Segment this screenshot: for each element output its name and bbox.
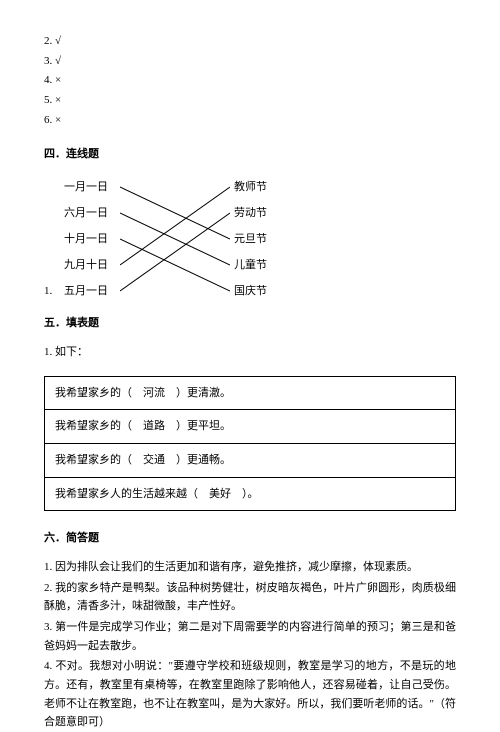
- short-answer-item: 2. 我的家乡特产是鸭梨。该品种树势健壮，树皮暗灰褐色，叶片广卵圆形，肉质极细酥…: [44, 579, 456, 616]
- matching-lines-svg: [120, 174, 230, 304]
- fill-blank: 道路: [143, 420, 165, 432]
- judge-item: 3. √: [44, 52, 456, 71]
- matching-container: 1. 一月一日 六月一日 十月一日 九月十日 五月一日 教师节 劳动节 元旦节 …: [64, 174, 304, 304]
- judge-num: 2.: [44, 35, 52, 47]
- judge-num: 5.: [44, 94, 52, 106]
- table-cell: 我希望家乡的（ 交通 ）更通畅。: [45, 443, 456, 477]
- match-line: [120, 187, 230, 239]
- table-row: 我希望家乡的（ 河流 ）更清澈。: [45, 376, 456, 410]
- match-left-item: 六月一日: [64, 200, 108, 226]
- fill-table: 我希望家乡的（ 河流 ）更清澈。 我希望家乡的（ 道路 ）更平坦。 我希望家乡的…: [44, 376, 456, 512]
- short-answer-item: 4. 不对。我想对小明说："要遵守学校和班级规则，教室是学习的地方，不是玩的地方…: [44, 657, 456, 732]
- matching-item-number: 1.: [44, 278, 52, 304]
- judge-mark: ×: [55, 94, 61, 106]
- fill-section-title: 五．填表题: [44, 314, 456, 333]
- match-right-item: 劳动节: [234, 200, 267, 226]
- match-right-item: 儿童节: [234, 252, 267, 278]
- match-line: [120, 239, 230, 291]
- judge-list: 2. √ 3. √ 4. × 5. × 6. ×: [44, 32, 456, 129]
- fill-intro: 1. 如下：: [44, 343, 456, 362]
- judge-item: 6. ×: [44, 111, 456, 130]
- matching-section-title: 四．连线题: [44, 145, 456, 164]
- judge-mark: ×: [55, 114, 61, 126]
- table-cell: 我希望家乡的（ 道路 ）更平坦。: [45, 410, 456, 444]
- short-section-title: 六．简答题: [44, 529, 456, 548]
- table-row: 我希望家乡人的生活越来越（ 美好 ）。: [45, 477, 456, 511]
- fill-prefix: 我希望家乡的（: [55, 387, 132, 399]
- match-left-item: 一月一日: [64, 174, 108, 200]
- fill-suffix: ）更清澈。: [176, 387, 231, 399]
- match-right-item: 教师节: [234, 174, 267, 200]
- fill-prefix: 我希望家乡人的生活越来越（: [55, 488, 198, 500]
- judge-mark: √: [55, 55, 61, 67]
- table-row: 我希望家乡的（ 交通 ）更通畅。: [45, 443, 456, 477]
- judge-num: 3.: [44, 55, 52, 67]
- fill-suffix: ）更通畅。: [176, 454, 231, 466]
- fill-prefix: 我希望家乡的（: [55, 454, 132, 466]
- match-left-item: 五月一日: [64, 278, 108, 304]
- judge-item: 4. ×: [44, 71, 456, 90]
- match-left-item: 九月十日: [64, 252, 108, 278]
- judge-item: 2. √: [44, 32, 456, 51]
- fill-blank: 河流: [143, 387, 165, 399]
- match-line: [120, 213, 230, 291]
- fill-prefix: 我希望家乡的（: [55, 420, 132, 432]
- judge-item: 5. ×: [44, 91, 456, 110]
- fill-blank: 交通: [143, 454, 165, 466]
- match-left-item: 十月一日: [64, 226, 108, 252]
- table-cell: 我希望家乡的（ 河流 ）更清澈。: [45, 376, 456, 410]
- short-answer-item: 3. 第一件是完成学习作业；第二是对下周需要学的内容进行简单的预习；第三是和爸爸…: [44, 618, 456, 655]
- match-right-item: 元旦节: [234, 226, 267, 252]
- fill-suffix: ）。: [242, 488, 259, 500]
- judge-mark: ×: [55, 74, 61, 86]
- judge-num: 4.: [44, 74, 52, 86]
- match-right-item: 国庆节: [234, 278, 267, 304]
- judge-mark: √: [55, 35, 61, 47]
- fill-suffix: ）更平坦。: [176, 420, 231, 432]
- matching-right-col: 教师节 劳动节 元旦节 儿童节 国庆节: [234, 174, 267, 304]
- fill-blank: 美好: [209, 488, 231, 500]
- table-row: 我希望家乡的（ 道路 ）更平坦。: [45, 410, 456, 444]
- short-answer-item: 1. 因为排队会让我们的生活更加和谐有序，避免推挤，减少摩擦，体现素质。: [44, 558, 456, 577]
- matching-left-col: 一月一日 六月一日 十月一日 九月十日 五月一日: [64, 174, 108, 304]
- short-answer-list: 1. 因为排队会让我们的生活更加和谐有序，避免推挤，减少摩擦，体现素质。 2. …: [44, 558, 456, 732]
- match-line: [120, 213, 230, 265]
- match-line: [120, 187, 230, 265]
- table-cell: 我希望家乡人的生活越来越（ 美好 ）。: [45, 477, 456, 511]
- judge-num: 6.: [44, 114, 52, 126]
